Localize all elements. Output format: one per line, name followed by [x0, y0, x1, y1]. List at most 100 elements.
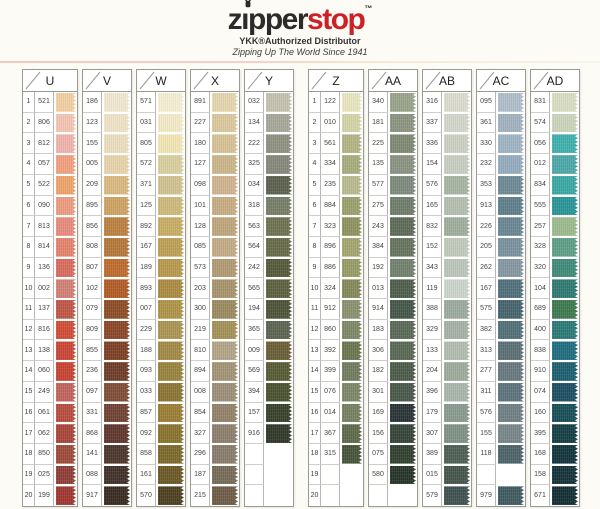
color-code: 189: [137, 257, 156, 279]
swatch-cell: [496, 258, 525, 279]
fabric-swatch-128: [212, 217, 238, 236]
color-code: 127: [191, 154, 210, 175]
swatch-row: 9 886: [309, 257, 363, 279]
color-code: 573: [191, 257, 210, 279]
fabric-swatch-102: [104, 279, 130, 298]
swatch-cell: [156, 465, 185, 486]
swatch-row: 133: [423, 340, 471, 362]
color-code: 199: [35, 485, 54, 507]
fabric-swatch-243: [390, 217, 416, 236]
fabric-swatch-074: [552, 383, 578, 402]
fabric-swatch-334: [342, 155, 362, 174]
swatch-cell: [496, 154, 525, 175]
fabric-swatch-122: [342, 93, 362, 112]
swatch-cell: [496, 423, 525, 444]
swatch-cell: [388, 175, 417, 196]
swatch-cell: [54, 465, 77, 486]
fabric-swatch-570: [158, 486, 184, 505]
swatch-cell: [496, 485, 525, 506]
fabric-swatch-277: [498, 362, 524, 381]
swatch-cell: [442, 299, 471, 320]
fabric-swatch-365: [266, 321, 292, 340]
color-code: 313: [477, 340, 496, 362]
swatch-row: 325: [245, 154, 293, 175]
swatch-row: 831: [531, 92, 579, 113]
swatch-cell: [264, 444, 293, 465]
swatch-row: 858: [137, 443, 185, 465]
fabric-swatch-296: [212, 445, 238, 464]
fabric-swatch-088: [104, 466, 130, 485]
fabric-swatch-075: [390, 445, 416, 464]
swatch-row: 156: [369, 423, 417, 444]
color-code: 301: [369, 381, 388, 403]
swatch-row: 8 896: [309, 236, 363, 258]
swatch-row: 301: [369, 381, 417, 403]
fabric-swatch-388: [444, 300, 470, 319]
swatch-row: 579: [423, 485, 471, 507]
fabric-swatch-399: [342, 362, 362, 381]
fabric-swatch-814: [56, 238, 76, 257]
color-code: 979: [477, 485, 496, 507]
fabric-swatch-097: [104, 383, 130, 402]
swatch-cell: [442, 444, 471, 465]
color-code: 152: [423, 236, 442, 258]
column-body: 891 227 180 127 098 101 128 085 573 203 300 219 810 8…: [191, 92, 239, 507]
diagonal-line: [533, 71, 549, 90]
color-code: 007: [137, 299, 156, 320]
color-code: 186: [83, 92, 102, 113]
color-code: 399: [321, 361, 340, 382]
swatch-row: 11 137: [23, 299, 77, 320]
color-code: 337: [423, 112, 442, 134]
color-code: 805: [137, 133, 156, 155]
fabric-swatch-209: [104, 176, 130, 195]
row-number: 10: [23, 278, 35, 300]
swatch-cell: [496, 113, 525, 134]
swatch-cell: [496, 92, 525, 113]
swatch-cell: [102, 258, 131, 279]
fabric-swatch-396: [444, 383, 470, 402]
swatch-cell: [550, 423, 579, 444]
fabric-swatch-167: [158, 238, 184, 257]
color-code: 838: [531, 340, 550, 362]
fabric-swatch-300: [212, 300, 238, 319]
swatch-row: 192: [369, 257, 417, 279]
color-code: 205: [477, 236, 496, 258]
fabric-swatch-095: [498, 93, 524, 112]
swatch-row: 226: [477, 216, 525, 237]
swatch-cell: [388, 403, 417, 424]
swatch-cell: [156, 485, 185, 506]
swatch-cell: [54, 361, 77, 382]
fabric-swatch-010: [342, 114, 362, 133]
fabric-swatch-155: [104, 134, 130, 153]
color-code: 119: [423, 278, 442, 300]
swatch-row: 396: [423, 381, 471, 403]
color-code: 913: [477, 195, 496, 217]
swatch-cell: [442, 403, 471, 424]
color-code: 157: [245, 402, 264, 424]
swatch-row: 209: [83, 174, 131, 196]
color-code: 886: [321, 257, 340, 279]
column-group-1: U 1 521 2 806 3 812 4 057 5 522 6 090 7 813 8 814 9 136 10 0…: [22, 69, 294, 507]
color-code: 365: [245, 319, 264, 341]
swatch-row: 570: [137, 485, 185, 507]
fabric-swatch-671: [552, 486, 578, 505]
swatch-cell: [388, 382, 417, 403]
fabric-swatch-838: [552, 341, 578, 360]
color-code: 331: [83, 402, 102, 424]
swatch-cell: [210, 340, 239, 361]
swatch-cell: [210, 485, 239, 506]
fabric-swatch-894: [212, 362, 238, 381]
swatch-row: 313: [477, 340, 525, 362]
column-body: 571 031 805 572 371 125 892 167 189 893 007 229 188 0…: [137, 92, 185, 507]
swatch-row: 311: [477, 381, 525, 403]
swatch-cell: [210, 196, 239, 217]
swatch-row: 809: [83, 319, 131, 341]
color-code: 575: [477, 299, 496, 320]
fabric-swatch-236: [104, 362, 130, 381]
swatch-cell: [54, 278, 77, 299]
swatch-row: 262: [477, 257, 525, 279]
row-number: 2: [309, 112, 321, 134]
swatch-cell: [102, 444, 131, 465]
color-code: [245, 464, 264, 486]
fabric-swatch-152: [444, 238, 470, 257]
